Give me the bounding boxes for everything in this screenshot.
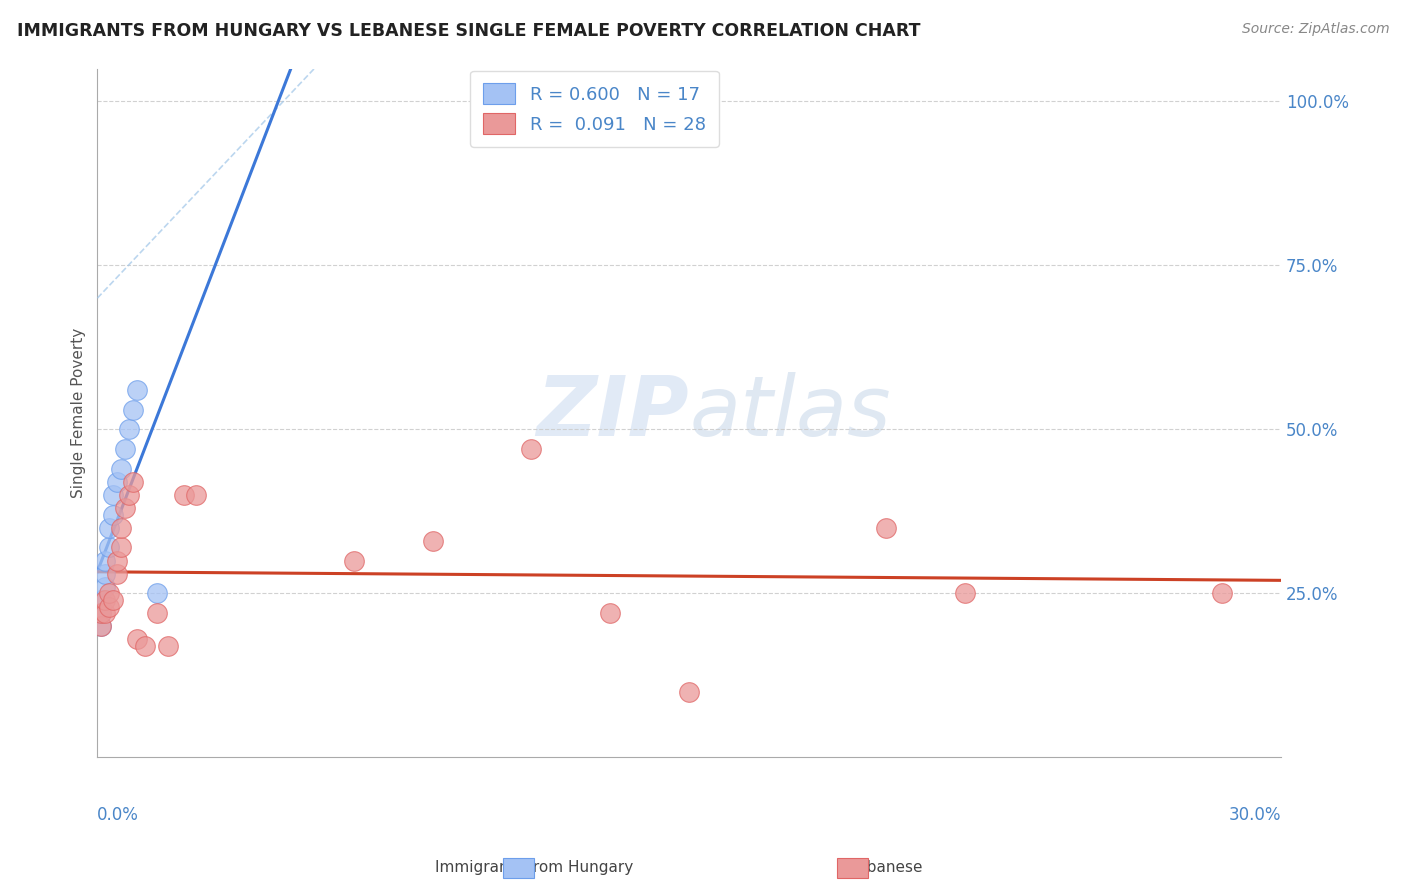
Point bbox=[114, 501, 136, 516]
Point bbox=[94, 606, 117, 620]
Point bbox=[90, 619, 112, 633]
Point bbox=[125, 383, 148, 397]
Point bbox=[105, 475, 128, 489]
Text: IMMIGRANTS FROM HUNGARY VS LEBANESE SINGLE FEMALE POVERTY CORRELATION CHART: IMMIGRANTS FROM HUNGARY VS LEBANESE SING… bbox=[17, 22, 921, 40]
Point bbox=[121, 475, 143, 489]
Point bbox=[422, 533, 444, 548]
Point bbox=[134, 639, 156, 653]
Point bbox=[520, 442, 543, 456]
Point bbox=[343, 553, 366, 567]
Point bbox=[678, 685, 700, 699]
Point bbox=[105, 553, 128, 567]
Point bbox=[101, 593, 124, 607]
Text: ZIP: ZIP bbox=[537, 373, 689, 453]
Point bbox=[105, 566, 128, 581]
Point bbox=[94, 553, 117, 567]
Text: Source: ZipAtlas.com: Source: ZipAtlas.com bbox=[1241, 22, 1389, 37]
Point bbox=[90, 606, 112, 620]
Point bbox=[98, 521, 121, 535]
Point bbox=[118, 488, 141, 502]
Point bbox=[98, 599, 121, 614]
Point bbox=[90, 593, 112, 607]
Point bbox=[98, 586, 121, 600]
Point bbox=[94, 580, 117, 594]
Point bbox=[145, 586, 167, 600]
Text: 30.0%: 30.0% bbox=[1229, 805, 1281, 823]
Legend: R = 0.600   N = 17, R =  0.091   N = 28: R = 0.600 N = 17, R = 0.091 N = 28 bbox=[471, 70, 718, 146]
Point bbox=[94, 566, 117, 581]
Point bbox=[98, 541, 121, 555]
Point bbox=[173, 488, 195, 502]
Text: Immigrants from Hungary: Immigrants from Hungary bbox=[434, 861, 634, 875]
Text: Lebanese: Lebanese bbox=[849, 861, 922, 875]
Point bbox=[184, 488, 207, 502]
Y-axis label: Single Female Poverty: Single Female Poverty bbox=[72, 328, 86, 498]
Point bbox=[125, 632, 148, 647]
Point bbox=[955, 586, 977, 600]
Point bbox=[110, 521, 132, 535]
Point bbox=[90, 606, 112, 620]
Point bbox=[121, 402, 143, 417]
Point bbox=[110, 461, 132, 475]
Point bbox=[145, 606, 167, 620]
Point bbox=[157, 639, 180, 653]
Text: atlas: atlas bbox=[689, 373, 891, 453]
Point bbox=[114, 442, 136, 456]
Point bbox=[94, 593, 117, 607]
Point bbox=[90, 619, 112, 633]
Point bbox=[875, 521, 897, 535]
Text: 0.0%: 0.0% bbox=[97, 805, 139, 823]
Point bbox=[599, 606, 621, 620]
Point bbox=[1211, 586, 1233, 600]
Point bbox=[101, 508, 124, 522]
Point bbox=[101, 488, 124, 502]
Point bbox=[110, 541, 132, 555]
Point bbox=[118, 422, 141, 436]
